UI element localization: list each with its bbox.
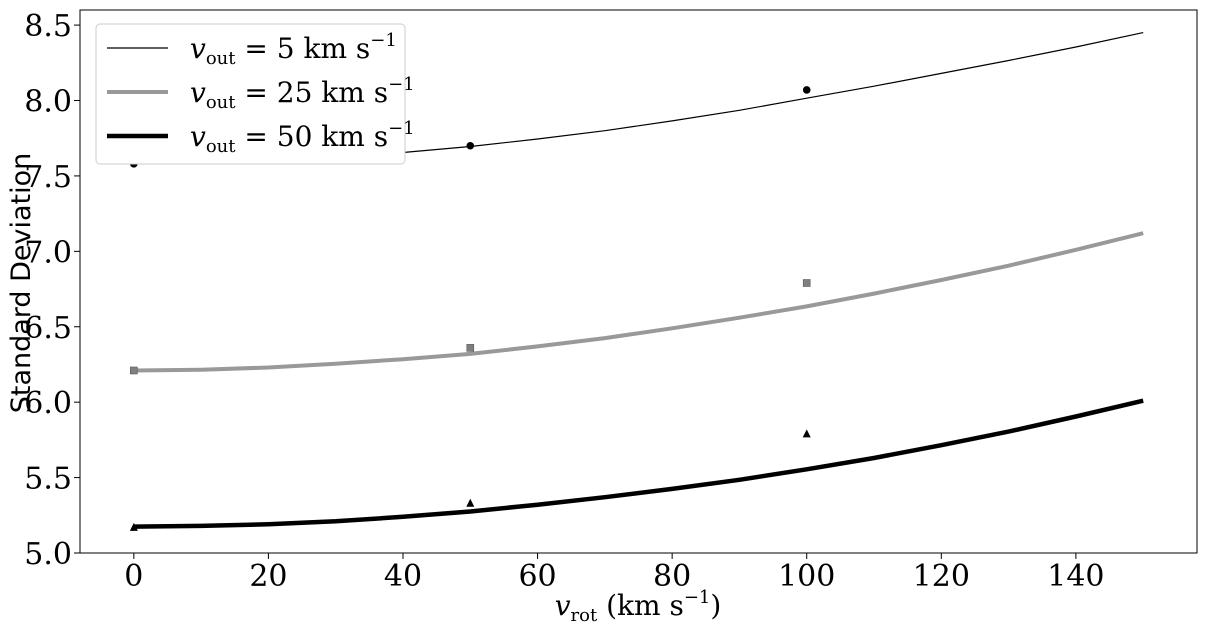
y-tick-label: 8.5 [24, 9, 72, 44]
series-3 [129, 398, 1144, 531]
x-axis-label: vrot (km s−1) [555, 587, 722, 626]
data-point [802, 86, 811, 94]
y-tick-label: 5.0 [24, 537, 72, 572]
data-point [802, 279, 811, 287]
data-point [466, 498, 475, 507]
data-point [129, 522, 138, 531]
legend-entry-1: vout = 5 km s−1 [107, 30, 397, 69]
legend-entry-3: vout = 50 km s−1 [107, 118, 415, 157]
x-tick-label: 140 [1047, 559, 1104, 594]
legend: vout = 5 km s−1 vout = 25 km s−1 vout = … [95, 23, 415, 165]
x-tick-label: 60 [518, 559, 556, 594]
y-tick-label: 7.5 [24, 160, 72, 195]
series-2 [130, 231, 1144, 375]
series-line-2 [133, 231, 1144, 373]
legend-label-2: vout = 25 km s−1 [190, 74, 415, 113]
data-point [802, 429, 811, 438]
x-tick-label: 80 [653, 559, 691, 594]
y-tick-label: 7.0 [24, 235, 72, 270]
series-line-3 [133, 398, 1144, 529]
x-tick-label: 100 [778, 559, 835, 594]
x-tick-label: 40 [384, 559, 422, 594]
y-tick-label: 6.5 [24, 311, 72, 346]
y-tick-label: 6.0 [24, 386, 72, 421]
x-tick-label: 120 [913, 559, 970, 594]
x-tick-label: 20 [249, 559, 287, 594]
y-axis-ticks: 5.0 5.5 6.0 6.5 7.0 7.5 8.0 8.5 [24, 9, 80, 572]
y-tick-label: 5.5 [24, 462, 72, 497]
data-point [466, 344, 475, 352]
legend-box [95, 23, 406, 165]
y-axis-label: Standard Deviation [6, 153, 37, 414]
data-point [466, 141, 475, 150]
data-point [130, 366, 138, 375]
legend-label-1: vout = 5 km s−1 [190, 30, 397, 69]
x-tick-label: 0 [124, 559, 143, 594]
legend-entry-2: vout = 25 km s−1 [107, 74, 415, 113]
x-axis-ticks: 0 20 40 60 80 100 120 140 [124, 553, 1105, 594]
legend-label-3: vout = 50 km s−1 [190, 118, 415, 157]
y-tick-label: 8.0 [24, 85, 72, 120]
